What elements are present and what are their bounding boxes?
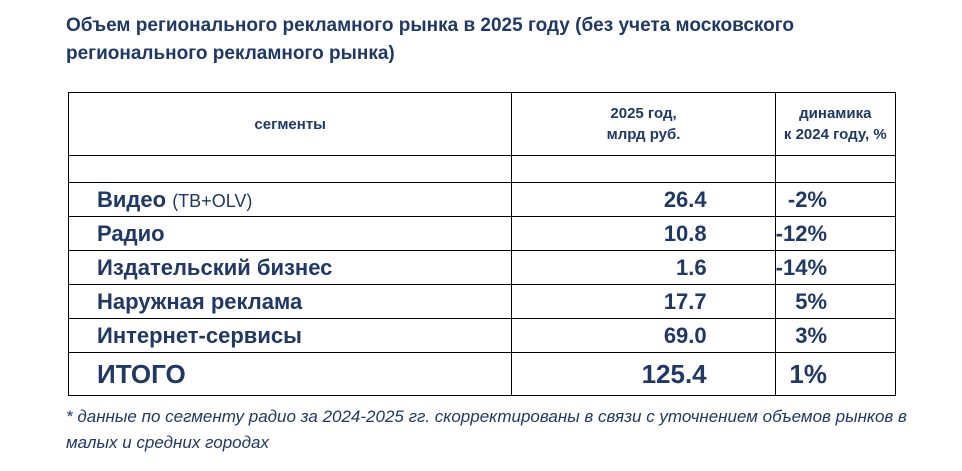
table-row: Наружная реклама 17.7 5%: [67, 284, 897, 319]
total-value: 125.4: [511, 352, 776, 396]
change-cell: -2%: [774, 182, 897, 217]
change-cell: 5%: [774, 284, 897, 319]
segment-cell: Интернет-сервисы: [67, 318, 513, 353]
value-cell: 69.0: [511, 318, 776, 353]
change-cell: 3%: [774, 318, 897, 353]
blank-cell: [511, 155, 776, 183]
table-row: Интернет-сервисы 69.0 3%: [67, 318, 897, 353]
value-cell: 26.4: [511, 182, 776, 217]
total-row: ИТОГО 125.4 1%: [67, 352, 897, 396]
table-row: Издательский бизнес 1.6 -14%: [67, 250, 897, 285]
segment-cell: Наружная реклама: [67, 284, 513, 319]
value-cell: 1.6: [511, 250, 776, 285]
segment-cell: Издательский бизнес: [67, 250, 513, 285]
segment-cell: Видео (ТВ+OLV): [67, 182, 513, 217]
value-cell: 17.7: [511, 284, 776, 319]
blank-row: [67, 155, 897, 183]
ad-market-table: сегменты 2025 год, млрд руб. динамика к …: [67, 92, 897, 396]
change-cell: -14%: [774, 250, 897, 285]
table-row: Видео (ТВ+OLV) 26.4 -2%: [67, 182, 897, 217]
blank-cell: [67, 155, 513, 183]
header-change: динамика к 2024 году, %: [774, 92, 897, 156]
segment-note: (ТВ+OLV): [172, 190, 253, 211]
header-value-line2: млрд руб.: [606, 126, 681, 143]
table-row: Радио 10.8 -12%: [67, 216, 897, 251]
header-change-line2: к 2024 году, %: [783, 126, 887, 143]
total-change: 1%: [774, 352, 897, 396]
segment-cell: Радио: [67, 216, 513, 251]
table-header-row: сегменты 2025 год, млрд руб. динамика к …: [67, 92, 897, 156]
header-value: 2025 год, млрд руб.: [511, 92, 776, 156]
segment-name: Видео: [97, 186, 167, 212]
header-change-line1: динамика: [799, 105, 872, 122]
change-cell: -12%: [774, 216, 897, 251]
header-value-line1: 2025 год,: [610, 105, 677, 122]
total-label: ИТОГО: [67, 352, 513, 396]
page-title: Объем регионального рекламного рынка в 2…: [66, 15, 795, 64]
value-cell: 10.8: [511, 216, 776, 251]
header-segments: сегменты: [67, 92, 513, 156]
blank-cell: [774, 155, 897, 183]
footnote: * данные по сегменту радио за 2024-2025 …: [66, 407, 907, 452]
